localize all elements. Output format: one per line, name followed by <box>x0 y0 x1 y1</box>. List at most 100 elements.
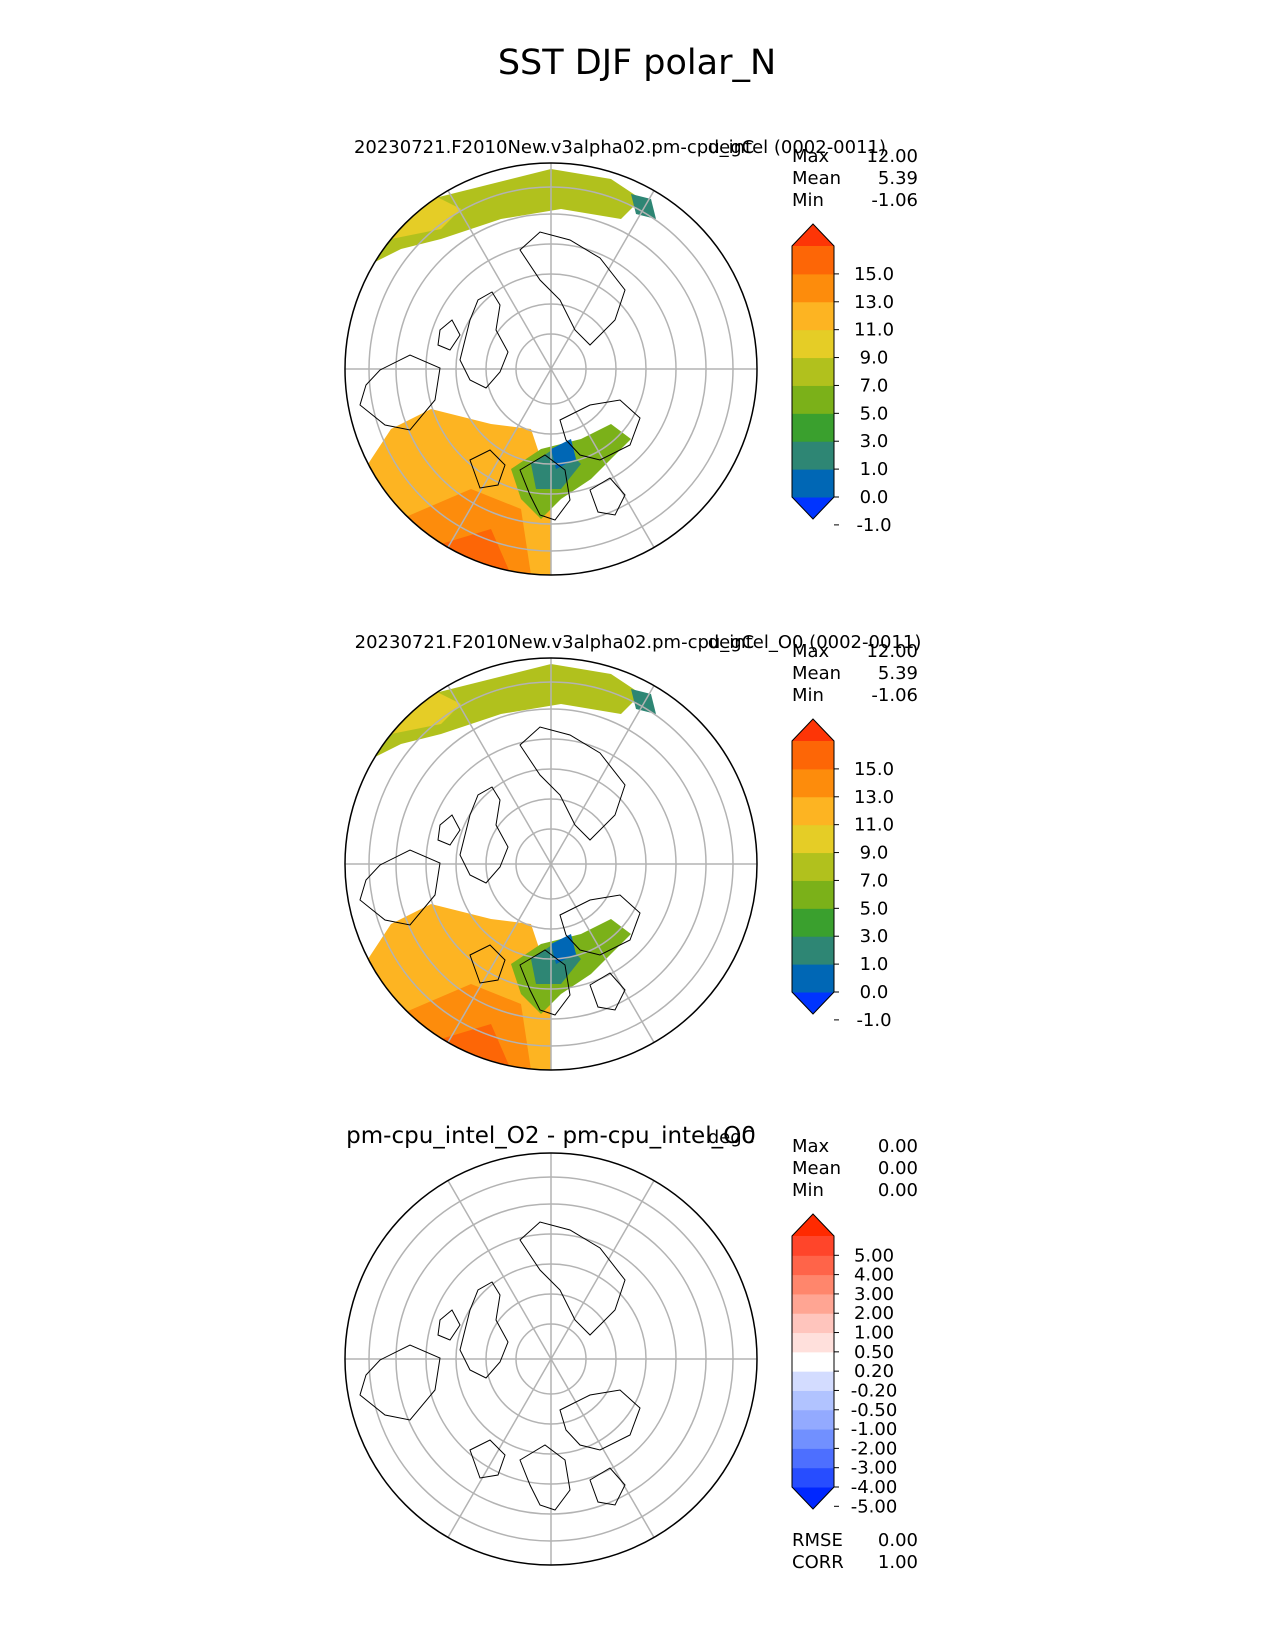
colorbar-tick-label: -1.0 <box>856 1010 891 1031</box>
colorbar-tick-label: 9.0 <box>860 348 889 369</box>
meridian-line <box>447 190 552 370</box>
colorbar-tick-label: 11.0 <box>854 320 894 341</box>
colorbar-segment <box>792 1274 834 1295</box>
colorbar: 5.004.003.002.001.000.500.20-0.20-0.50-1… <box>791 1213 898 1517</box>
colorbar-tick-label: -4.00 <box>851 1477 898 1498</box>
colorbar-tick-label: 11.0 <box>854 815 894 836</box>
stat-value: 5.39 <box>878 168 918 189</box>
coastline <box>359 1344 441 1421</box>
sst-field-10 <box>631 194 656 219</box>
colorbar-segment <box>792 936 834 965</box>
panel-reference: 20230721.F2010New.v3alpha02.pm-cpu_intel… <box>344 632 922 1071</box>
colorbar-tick-label: 7.0 <box>860 870 889 891</box>
colorbar-segment <box>792 1467 834 1488</box>
stat-label: Mean <box>792 168 841 189</box>
coastline <box>469 944 506 984</box>
colorbar-tick-label: -1.00 <box>851 1419 898 1440</box>
stat-value: 0.00 <box>878 1136 918 1157</box>
colorbar-tick-label: -2.00 <box>851 1438 898 1459</box>
colorbar-segment <box>792 1371 834 1391</box>
colorbar-tick-label: -1.0 <box>856 515 891 536</box>
colorbar-segment <box>792 852 834 881</box>
stat-label: Max <box>792 146 830 167</box>
panel-title: 20230721.F2010New.v3alpha02.pm-cpu_intel… <box>354 137 886 158</box>
meridian-line <box>447 1358 552 1538</box>
coastline <box>519 1221 626 1336</box>
colorbar-tick-label: 3.00 <box>854 1284 894 1305</box>
colorbar-segment <box>792 1255 834 1276</box>
coastline <box>519 726 626 841</box>
colorbar-segment <box>792 1429 834 1449</box>
colorbar-segment <box>792 796 834 826</box>
coastline <box>437 1309 461 1341</box>
coastline <box>519 1444 571 1511</box>
coastline <box>589 1467 626 1506</box>
colorbar-segment <box>792 413 834 442</box>
colorbar-tick-label: 1.0 <box>860 459 889 480</box>
colorbar-extend-min <box>792 992 834 1014</box>
coastline <box>589 477 626 516</box>
panel-test: 20230721.F2010New.v3alpha02.pm-cpu_intel… <box>344 137 918 576</box>
coastline <box>559 1389 641 1451</box>
coastline <box>469 1439 506 1479</box>
colorbar-tick-label: 13.0 <box>854 787 894 808</box>
colorbar-segment <box>792 301 834 331</box>
map-boundary <box>344 162 758 576</box>
colorbar-tick-label: 3.0 <box>860 926 889 947</box>
panel-units: degC <box>708 137 755 158</box>
stat-value: 0.00 <box>878 1180 918 1201</box>
colorbar-tick-label: 1.0 <box>860 954 889 975</box>
colorbar-tick-label: 9.0 <box>860 843 889 864</box>
colorbar-segment <box>792 964 834 993</box>
colorbar-segment <box>792 1390 834 1411</box>
colorbar-segment <box>792 824 834 854</box>
colorbar-tick-label: -5.00 <box>851 1496 898 1517</box>
colorbar-tick-label: 5.0 <box>860 898 889 919</box>
stat-value: -1.06 <box>871 685 918 706</box>
colorbar-segment <box>792 741 834 770</box>
panel-title: 20230721.F2010New.v3alpha02.pm-cpu_intel… <box>355 632 922 653</box>
sst-field-9 <box>345 189 401 219</box>
figure-title: SST DJF polar_N <box>498 43 776 83</box>
coastline <box>469 449 506 489</box>
stat-label: Mean <box>792 1158 841 1179</box>
stat-label: Min <box>792 1180 824 1201</box>
coastline <box>589 972 626 1011</box>
colorbar-tick-label: -0.20 <box>851 1380 898 1401</box>
colorbar-segment <box>792 1313 834 1334</box>
meridian-line <box>447 863 552 1043</box>
colorbar-segment <box>792 1332 834 1353</box>
stat-value: 0.00 <box>878 1158 918 1179</box>
coastline <box>519 231 626 346</box>
polar-map <box>345 163 757 575</box>
colorbar-segment <box>792 357 834 386</box>
colorbar-segment <box>792 1236 834 1256</box>
colorbar-tick-label: 0.0 <box>860 982 889 1003</box>
colorbar-extend-max <box>792 719 834 741</box>
meridian-line <box>550 685 655 865</box>
map-boundary <box>344 657 758 1071</box>
colorbar-segment <box>792 768 834 798</box>
meridian-line <box>550 1180 655 1360</box>
colorbar-tick-label: 15.0 <box>854 264 894 285</box>
colorbar-tick-label: 5.00 <box>854 1245 894 1266</box>
colorbar-tick-label: 5.0 <box>860 403 889 424</box>
coastline <box>459 786 509 884</box>
colorbar-segment <box>792 1293 834 1314</box>
colorbar-segment <box>792 385 834 414</box>
colorbar: 15.0 13.0 11.0 9.0 7.0 5.0 3.0 1.0 0.0 -1.0 <box>791 223 894 536</box>
colorbar-segment <box>792 469 834 498</box>
colorbar-tick-label: -3.00 <box>851 1458 898 1479</box>
panel-units: degC <box>708 632 755 653</box>
extra-stat-label: CORR <box>792 1552 844 1573</box>
colorbar: 15.0 13.0 11.0 9.0 7.0 5.0 3.0 1.0 0.0 -1.0 <box>791 718 894 1031</box>
colorbar-tick-label: 1.00 <box>854 1323 894 1344</box>
colorbar-tick-label: 7.0 <box>860 375 889 396</box>
colorbar-tick-label: 3.0 <box>860 431 889 452</box>
coastline <box>459 291 509 389</box>
coastline <box>437 814 461 846</box>
coastline <box>559 894 641 956</box>
meridian-line <box>550 190 655 370</box>
